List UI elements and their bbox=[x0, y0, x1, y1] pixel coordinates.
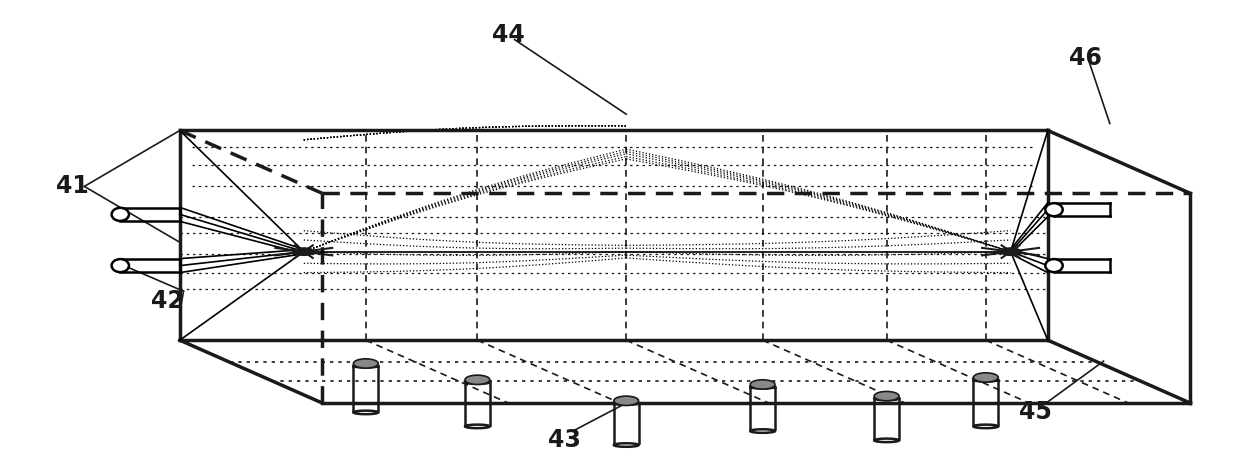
Ellipse shape bbox=[750, 385, 775, 389]
Text: 41: 41 bbox=[56, 174, 88, 199]
Ellipse shape bbox=[973, 378, 998, 382]
Circle shape bbox=[1001, 248, 1021, 255]
Circle shape bbox=[973, 373, 998, 382]
Ellipse shape bbox=[465, 425, 490, 428]
Ellipse shape bbox=[614, 401, 639, 405]
Ellipse shape bbox=[614, 443, 639, 447]
Ellipse shape bbox=[874, 439, 899, 442]
Ellipse shape bbox=[973, 425, 998, 428]
Text: 45: 45 bbox=[1019, 400, 1052, 425]
Circle shape bbox=[353, 359, 378, 368]
Circle shape bbox=[465, 375, 490, 384]
Circle shape bbox=[294, 248, 314, 255]
Text: 43: 43 bbox=[548, 428, 580, 452]
Ellipse shape bbox=[465, 380, 490, 384]
Text: 42: 42 bbox=[151, 288, 184, 313]
Ellipse shape bbox=[1045, 259, 1063, 272]
Ellipse shape bbox=[353, 364, 378, 368]
Ellipse shape bbox=[750, 429, 775, 433]
Ellipse shape bbox=[874, 397, 899, 400]
Ellipse shape bbox=[112, 259, 129, 272]
Circle shape bbox=[614, 396, 639, 405]
Ellipse shape bbox=[112, 208, 129, 221]
Ellipse shape bbox=[1045, 203, 1063, 216]
Circle shape bbox=[874, 391, 899, 401]
Text: 44: 44 bbox=[492, 23, 525, 47]
Circle shape bbox=[750, 380, 775, 389]
Text: 46: 46 bbox=[1069, 46, 1101, 70]
Ellipse shape bbox=[353, 411, 378, 414]
